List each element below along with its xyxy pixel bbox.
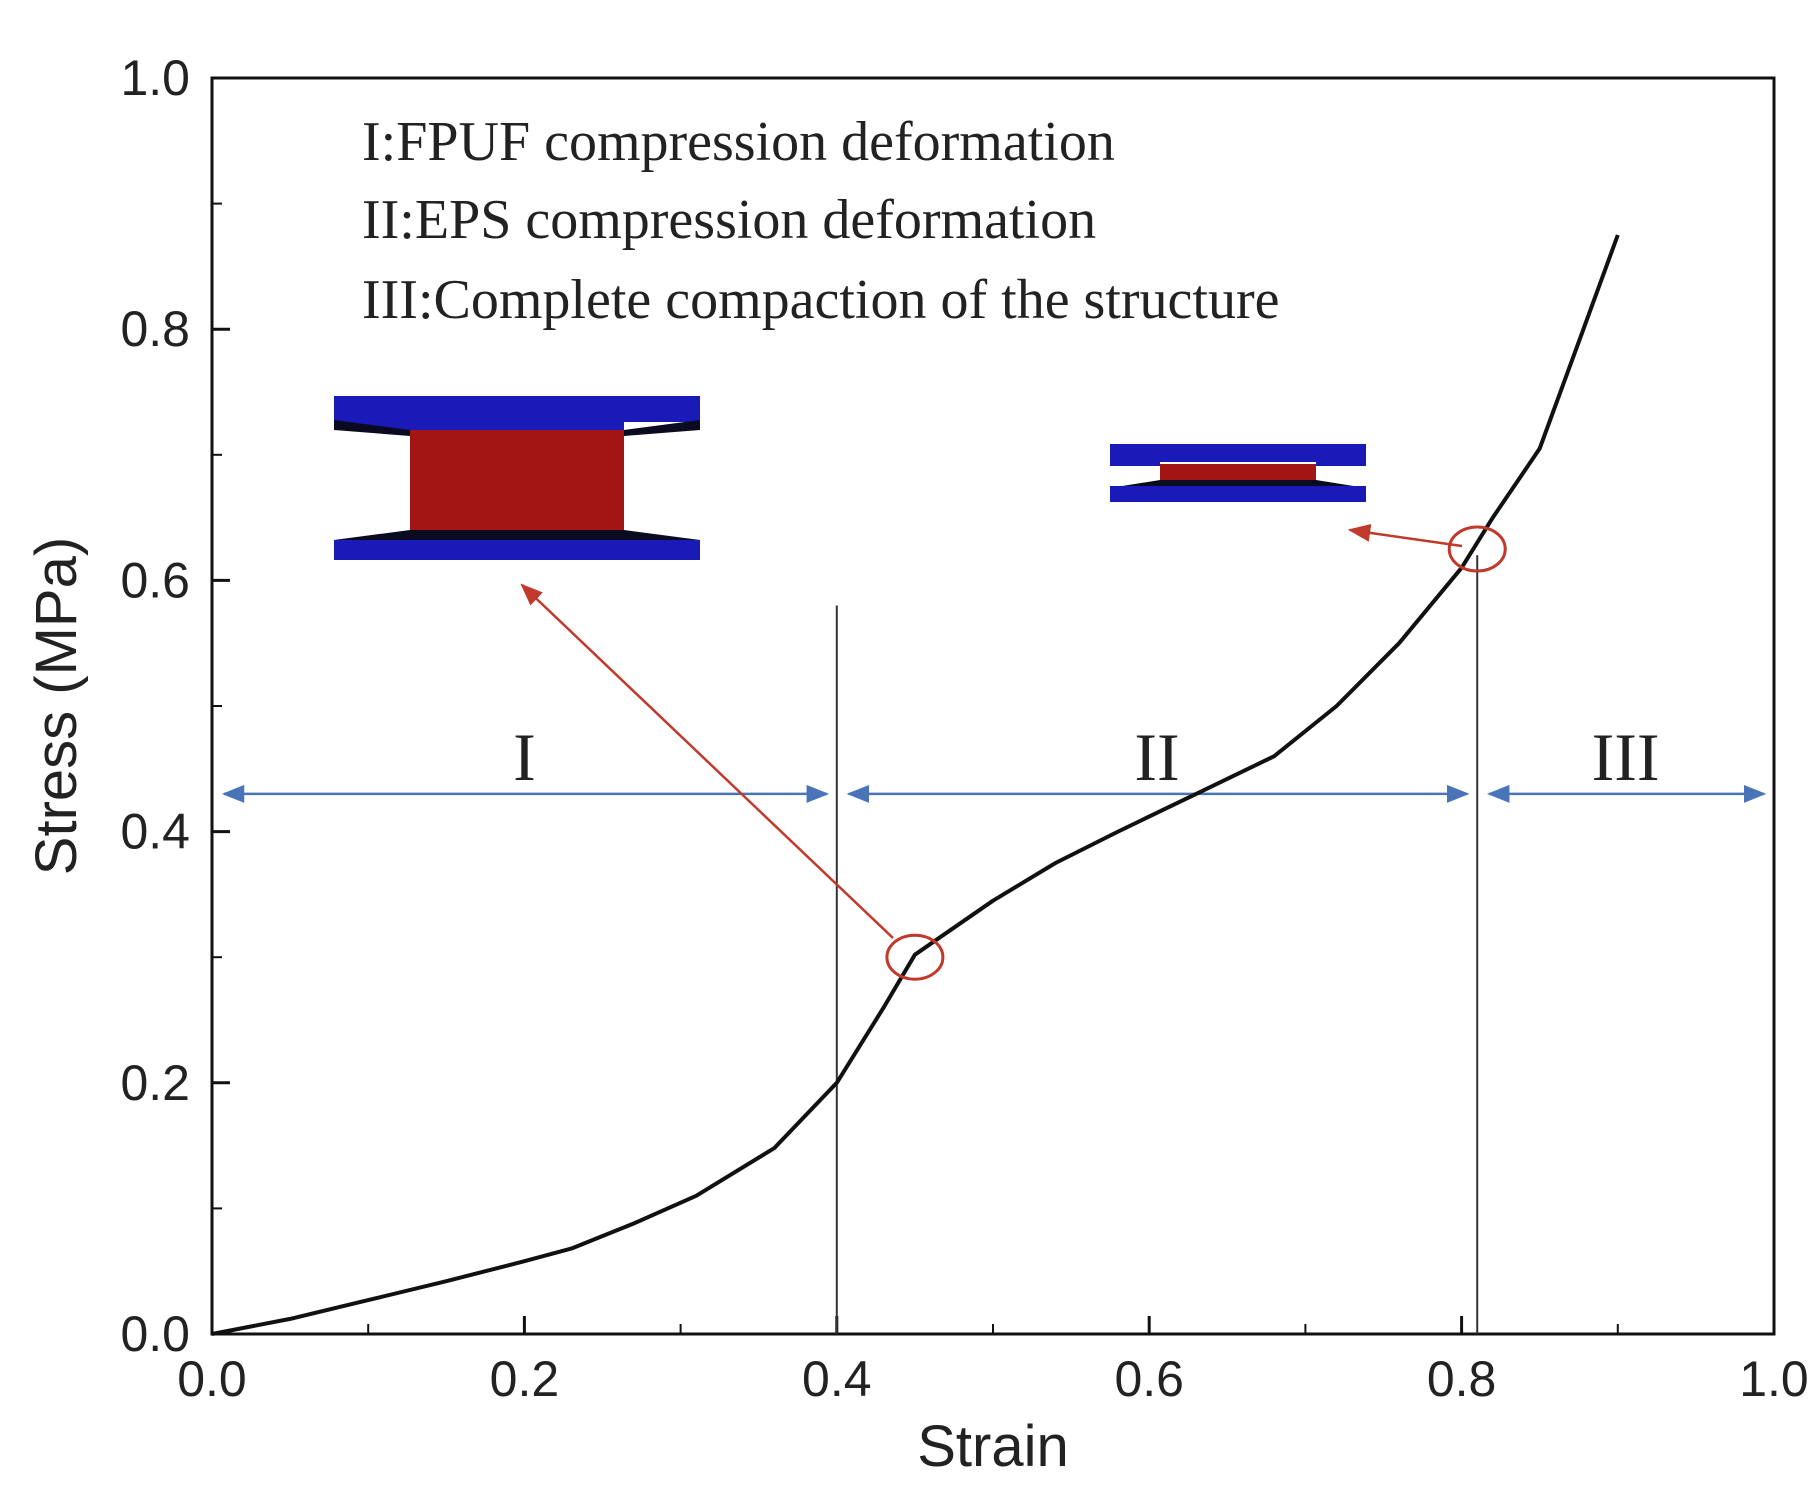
- region-arrows: I II III: [221, 719, 1767, 803]
- annotation-stage-three: III:Complete compaction of the structure: [362, 269, 1279, 331]
- y-axis-ticks: 0.0 0.2 0.4 0.6 0.8 1.0: [120, 50, 230, 1362]
- y-axis-title: Stress (MPa): [24, 537, 89, 875]
- leader-arrow-stage-one: [520, 583, 894, 939]
- y-tick-label: 0.8: [120, 301, 190, 357]
- plot-frame: [210, 76, 1776, 1336]
- highlight-circle-1: [885, 933, 945, 981]
- annotation-stage-one: I:FPUF compression deformation: [362, 111, 1115, 173]
- x-tick-label: 0.2: [490, 1351, 560, 1407]
- x-tick-label: 0.8: [1427, 1351, 1497, 1407]
- deformation-image-stage-two: [1110, 444, 1366, 502]
- x-tick-label: 0.4: [802, 1351, 872, 1407]
- y-tick-label: 0.4: [120, 804, 190, 860]
- region-label-II: II: [1134, 719, 1179, 795]
- x-axis-ticks: 0.0 0.2 0.4 0.6 0.8 1.0: [177, 1316, 1809, 1407]
- highlight-circle-2: [1447, 525, 1507, 573]
- x-tick-label: 0.0: [177, 1351, 247, 1407]
- region-dividers: [835, 555, 1479, 1334]
- x-axis-title: Strain: [917, 1414, 1069, 1479]
- x-tick-label: 1.0: [1739, 1351, 1809, 1407]
- annotation-stage-two: II:EPS compression deformation: [362, 189, 1096, 251]
- x-tick-label: 0.6: [1114, 1351, 1184, 1407]
- y-tick-label: 0.6: [120, 552, 190, 608]
- y-tick-label: 0.2: [120, 1055, 190, 1111]
- y-tick-label: 0.0: [120, 1306, 190, 1362]
- deformation-image-stage-one: [334, 396, 700, 560]
- y-tick-label: 1.0: [120, 50, 190, 106]
- region-label-I: I: [513, 719, 536, 795]
- region-label-III: III: [1592, 719, 1660, 795]
- leader-arrow-stage-two: [1347, 523, 1463, 548]
- highlight-circles: [885, 525, 1507, 981]
- stress-strain-curve: [211, 234, 1620, 1336]
